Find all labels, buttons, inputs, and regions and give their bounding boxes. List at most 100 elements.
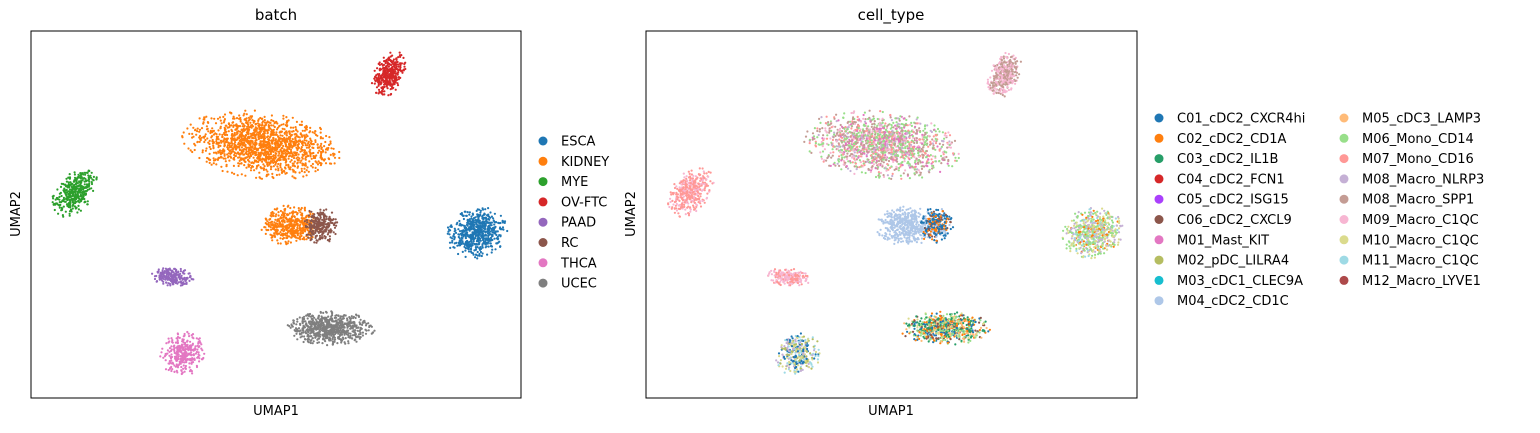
point-ucec: [319, 335, 322, 338]
point-kidney: [309, 148, 312, 151]
point-kidney: [209, 158, 212, 161]
point-ov-ftc: [395, 65, 398, 68]
point-kidney: [225, 165, 228, 168]
point-kidney: [259, 146, 262, 149]
point-kidney: [234, 128, 237, 131]
point-mye: [56, 197, 59, 201]
point-kidney: [294, 136, 297, 140]
point-kidney: [280, 137, 284, 140]
point-kidney: [274, 163, 277, 166]
point-kidney: [306, 144, 309, 147]
point-paad: [188, 272, 191, 275]
point-kidney: [268, 126, 271, 129]
point-thca: [186, 358, 189, 361]
point-kidney: [301, 231, 304, 234]
point-rc: [306, 221, 309, 224]
point-ucec: [295, 323, 298, 326]
point-esca: [447, 230, 450, 233]
point-kidney: [224, 130, 227, 134]
point-kidney: [278, 150, 281, 153]
point-kidney: [253, 169, 256, 172]
point-paad: [171, 269, 174, 272]
point-thca: [197, 342, 200, 345]
point-esca: [460, 234, 463, 237]
point-thca: [169, 357, 173, 360]
point-kidney: [300, 147, 303, 151]
point-kidney: [319, 154, 322, 157]
point-ucec: [311, 342, 314, 345]
point-kidney: [275, 133, 278, 136]
point-ucec: [350, 337, 353, 340]
point-kidney: [314, 166, 317, 169]
point-ucec: [344, 342, 347, 345]
point-mye: [71, 207, 74, 210]
point-kidney: [292, 130, 295, 133]
point-mye: [78, 187, 81, 190]
point-ov-ftc: [398, 51, 401, 54]
point-kidney: [247, 148, 250, 151]
point-rc: [313, 222, 316, 225]
point-ov-ftc: [382, 80, 385, 83]
point-thca: [179, 345, 182, 348]
point-esca: [477, 225, 480, 228]
point-thca: [181, 371, 184, 374]
point-kidney: [320, 147, 323, 150]
point-kidney: [272, 176, 275, 180]
point-esca: [482, 237, 485, 241]
point-mye: [68, 198, 71, 202]
point-kidney: [281, 156, 284, 159]
point-ov-ftc: [381, 86, 384, 90]
point-kidney: [240, 173, 243, 176]
point-thca: [160, 351, 163, 354]
point-kidney: [232, 124, 235, 127]
point-esca: [459, 222, 462, 225]
point-rc: [305, 225, 308, 229]
point-esca: [476, 215, 479, 218]
point-kidney: [304, 136, 307, 139]
point-esca: [469, 250, 473, 253]
point-kidney: [226, 146, 229, 149]
point-paad: [174, 279, 177, 282]
point-kidney: [226, 147, 229, 151]
point-kidney: [302, 154, 305, 157]
point-kidney: [298, 123, 301, 126]
point-esca: [491, 248, 494, 251]
point-kidney: [260, 151, 263, 154]
point-kidney: [314, 160, 317, 163]
point-kidney: [274, 145, 277, 148]
point-ov-ftc: [387, 56, 390, 59]
point-mye: [85, 189, 88, 193]
point-kidney: [316, 163, 320, 166]
point-mye: [60, 201, 63, 204]
point-ov-ftc: [375, 91, 378, 94]
point-m08_macro_spp1: [1019, 60, 1023, 63]
point-rc: [319, 217, 322, 220]
point-paad: [166, 284, 169, 287]
point-kidney: [230, 146, 233, 149]
point-ucec: [337, 332, 340, 335]
point-kidney: [243, 118, 246, 121]
point-paad: [163, 270, 167, 273]
point-esca: [490, 251, 493, 254]
point-rc: [335, 224, 338, 227]
point-ov-ftc: [382, 56, 385, 59]
point-kidney: [192, 126, 195, 129]
point-kidney: [246, 125, 249, 128]
point-kidney: [210, 163, 213, 166]
point-esca: [488, 218, 491, 221]
point-mye: [73, 171, 76, 174]
point-rc: [303, 220, 306, 223]
point-ucec: [327, 321, 330, 324]
point-kidney: [264, 232, 267, 235]
point-kidney: [265, 228, 268, 231]
point-mye: [58, 206, 61, 209]
point-thca: [176, 332, 179, 335]
point-kidney: [239, 120, 242, 123]
point-kidney: [186, 127, 189, 130]
point-kidney: [232, 164, 235, 167]
point-kidney: [314, 130, 317, 133]
point-kidney: [236, 174, 239, 177]
point-rc: [315, 239, 318, 242]
point-ucec: [338, 326, 341, 329]
